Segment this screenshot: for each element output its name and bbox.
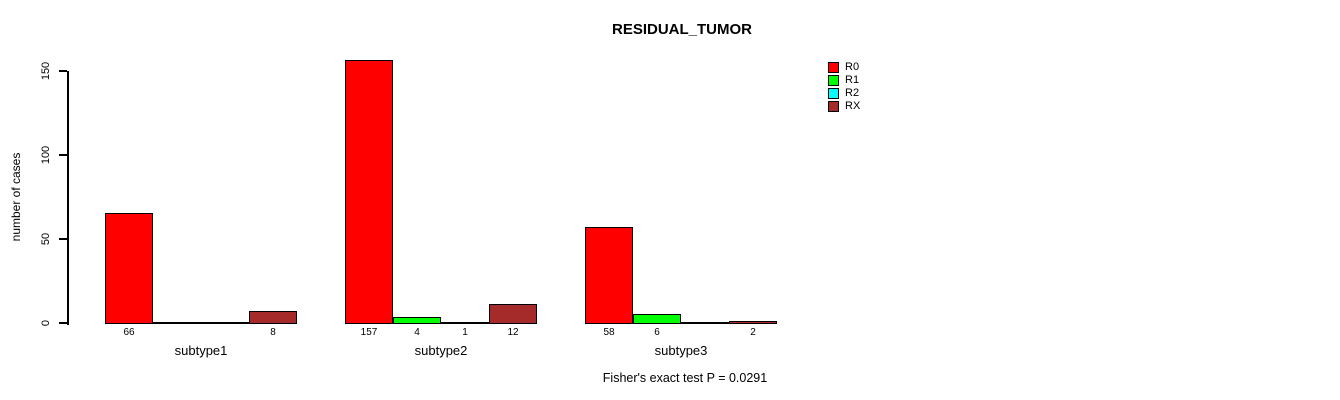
- y-axis-tick-label: 100: [40, 145, 52, 165]
- legend-swatch-RX: [828, 101, 839, 112]
- bar-R0-subtype1: [105, 213, 153, 324]
- bar-value-label: 66: [123, 327, 135, 338]
- bar-value-label: 2: [750, 327, 756, 338]
- legend-label: RX: [845, 100, 861, 112]
- bar-R2-subtype1: [201, 322, 249, 324]
- bar-value-label: 58: [603, 327, 615, 338]
- category-label-subtype2: subtype2: [414, 343, 468, 358]
- legend-label: R0: [845, 61, 860, 73]
- legend-swatch-R0: [828, 62, 839, 73]
- bar-R1-subtype1: [153, 322, 201, 324]
- category-label-subtype1: subtype1: [174, 343, 228, 358]
- legend-item-RX: RX: [828, 101, 860, 112]
- bar-R0-subtype2: [345, 60, 393, 324]
- y-axis-line: [67, 71, 69, 325]
- legend-swatch-R2: [828, 88, 839, 99]
- legend-swatch-R1: [828, 75, 839, 86]
- chart-title: RESIDUAL_TUMOR: [611, 21, 753, 38]
- y-axis-tick-label: 50: [40, 232, 52, 246]
- y-axis-tick-label: 0: [40, 319, 52, 327]
- y-axis-tick: [59, 154, 67, 156]
- category-label-subtype3: subtype3: [654, 343, 708, 358]
- bar-value-label: 6: [654, 327, 660, 338]
- bar-value-label: 12: [507, 327, 519, 338]
- bar-value-label: 4: [414, 327, 420, 338]
- y-axis-tick: [59, 322, 67, 324]
- bar-R2-subtype2: [441, 322, 489, 324]
- bar-RX-subtype1: [249, 311, 297, 324]
- bar-RX-subtype3: [729, 321, 777, 324]
- legend-label: R2: [845, 87, 860, 99]
- y-axis-tick-label: 150: [40, 61, 52, 81]
- bar-value-label: 1: [462, 327, 468, 338]
- bar-R0-subtype3: [585, 227, 633, 324]
- legend-item-R2: R2: [828, 88, 860, 99]
- bar-value-label: 157: [360, 327, 378, 338]
- y-axis-tick: [59, 70, 67, 72]
- fisher-test-annotation: Fisher's exact test P = 0.0291: [602, 371, 768, 385]
- bar-value-label: 8: [270, 327, 276, 338]
- legend-item-R0: R0: [828, 62, 860, 73]
- bar-R1-subtype3: [633, 314, 681, 324]
- bar-R1-subtype2: [393, 317, 441, 324]
- legend-item-R1: R1: [828, 75, 860, 86]
- bar-RX-subtype2: [489, 304, 537, 324]
- bar-R2-subtype3: [681, 322, 729, 324]
- y-axis-tick: [59, 238, 67, 240]
- legend: R0 R1 R2 RX: [828, 62, 860, 114]
- legend-label: R1: [845, 74, 860, 86]
- y-axis-label: number of cases: [9, 152, 23, 242]
